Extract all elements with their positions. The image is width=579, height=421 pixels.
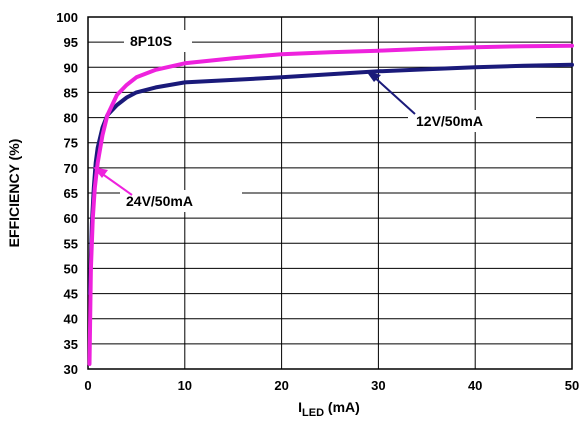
x-axis-label-main: I (298, 399, 302, 415)
y-tick-label: 80 (64, 111, 78, 126)
y-tick-label: 65 (64, 186, 78, 201)
label-12v-bg (408, 110, 536, 132)
y-tick-label: 60 (64, 211, 78, 226)
plot-frame (87, 16, 573, 370)
x-axis-label-unit: (mA) (324, 399, 360, 415)
y-tick-label: 85 (64, 85, 78, 100)
y-tick-label: 30 (64, 362, 78, 377)
y-tick-label: 95 (64, 35, 78, 50)
y-tick-label: 50 (64, 261, 78, 276)
x-tick-label: 50 (565, 378, 579, 393)
series-line-12v-50ma (87, 62, 574, 296)
label-24v: 24V/50mA (126, 193, 193, 209)
arrow-12v (366, 71, 416, 115)
y-tick-label: 70 (64, 161, 78, 176)
x-tick-labels: 0 10 20 30 40 50 (84, 378, 579, 393)
x-tick-label: 10 (178, 378, 192, 393)
x-tick-label: 40 (468, 378, 482, 393)
x-axis-label: ILED (mA) (298, 399, 360, 419)
series-line-24v-50ma (87, 43, 574, 366)
y-tick-label: 45 (64, 287, 78, 302)
label-12v: 12V/50mA (416, 113, 483, 129)
y-tick-label: 55 (64, 236, 78, 251)
y-tick-label: 40 (64, 312, 78, 327)
label-24v-bg (120, 190, 242, 212)
y-tick-label: 75 (64, 136, 78, 151)
y-tick-label: 90 (64, 60, 78, 75)
arrow-24v (93, 167, 133, 196)
y-tick-label: 100 (56, 10, 78, 25)
y-tick-labels: 30 35 40 45 50 55 60 65 70 75 80 85 90 95 100 (56, 10, 78, 377)
y-tick-label: 35 (64, 337, 78, 352)
series-layer (87, 43, 574, 366)
x-tick-label: 0 (84, 378, 91, 393)
x-tick-label: 30 (371, 378, 385, 393)
x-axis-label-sub: LED (302, 407, 324, 419)
part-label: 8P10S (130, 33, 172, 49)
part-label-bg (124, 30, 192, 52)
x-tick-label: 20 (274, 378, 288, 393)
y-axis-label: EFFICIENCY (%) (6, 139, 22, 248)
